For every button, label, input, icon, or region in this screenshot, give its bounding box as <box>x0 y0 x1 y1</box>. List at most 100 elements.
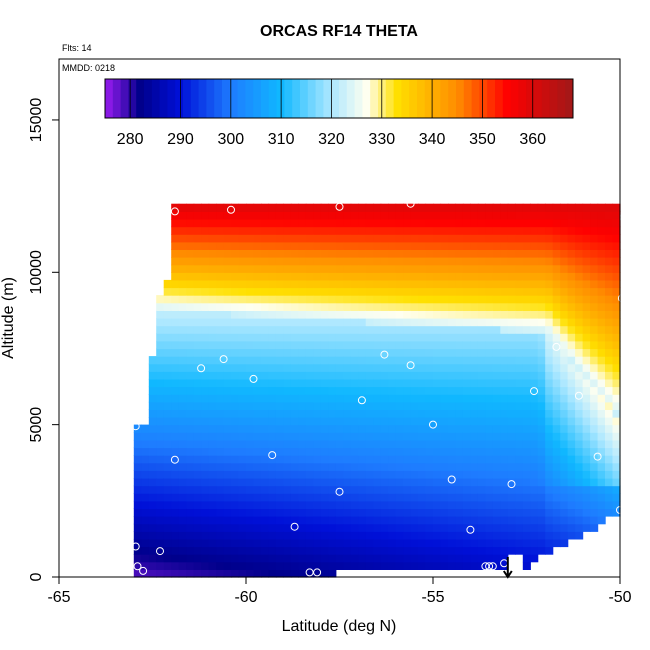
heatmap-cell <box>253 523 262 532</box>
heatmap-cell <box>298 523 307 532</box>
heatmap-cell <box>448 401 457 410</box>
colorbar-segment <box>565 79 574 118</box>
heatmap-cell <box>373 333 382 342</box>
heatmap-cell <box>403 340 412 350</box>
heatmap-cell <box>186 318 195 327</box>
heatmap-cell <box>455 386 464 395</box>
heatmap-cell <box>380 394 389 403</box>
heatmap-cell <box>530 363 539 372</box>
heatmap-cell <box>418 241 427 250</box>
heatmap-cell <box>612 401 621 410</box>
heatmap-cell <box>335 516 344 525</box>
heatmap-cell <box>522 249 531 258</box>
heatmap-cell <box>156 546 165 555</box>
heatmap-cell <box>515 500 524 509</box>
heatmap-cell <box>261 554 270 563</box>
heatmap-cell <box>305 409 314 418</box>
heatmap-cell <box>605 340 614 350</box>
heatmap-cell <box>358 302 367 311</box>
heatmap-cell <box>433 417 442 426</box>
heatmap-cell <box>462 211 471 220</box>
heatmap-cell <box>148 363 157 372</box>
heatmap-cell <box>403 302 412 311</box>
heatmap-cell <box>305 348 314 357</box>
heatmap-cell <box>186 333 195 342</box>
heatmap-cell <box>350 516 359 525</box>
heatmap-cell <box>320 386 329 395</box>
heatmap-cell <box>133 561 142 570</box>
heatmap-cell <box>350 295 359 304</box>
heatmap-cell <box>448 531 457 540</box>
heatmap-cell <box>261 569 270 578</box>
heatmap-cell <box>343 546 352 555</box>
heatmap-cell <box>275 500 284 509</box>
heatmap-cell <box>552 234 561 243</box>
sample-point <box>133 562 142 571</box>
heatmap-cell <box>455 279 464 289</box>
heatmap-cell <box>590 318 599 327</box>
heatmap-cell <box>343 401 352 410</box>
heatmap-cell <box>380 203 389 212</box>
colorbar-segment <box>206 79 215 118</box>
heatmap-cell <box>545 432 554 441</box>
heatmap-cell <box>163 462 172 471</box>
heatmap-cell <box>590 378 599 388</box>
heatmap-cell <box>290 394 299 403</box>
heatmap-cell <box>388 310 397 319</box>
heatmap-cell <box>201 340 210 350</box>
heatmap-cell <box>350 447 359 456</box>
heatmap-cell <box>522 523 531 532</box>
heatmap-cell <box>537 272 546 281</box>
heatmap-cell <box>403 401 412 410</box>
heatmap-cell <box>597 249 606 258</box>
heatmap-cell <box>582 386 591 395</box>
heatmap-cell <box>410 219 419 228</box>
heatmap-cell <box>208 561 217 570</box>
heatmap-cell <box>470 523 479 532</box>
heatmap-cell <box>231 508 240 517</box>
heatmap-cell <box>522 417 531 426</box>
heatmap-cell <box>261 439 270 449</box>
heatmap-cell <box>545 234 554 243</box>
heatmap-cell <box>313 455 322 464</box>
heatmap-cell <box>305 432 314 441</box>
heatmap-cell <box>305 478 314 487</box>
heatmap-cell <box>246 272 255 281</box>
heatmap-cell <box>418 462 427 471</box>
heatmap-cell <box>298 302 307 311</box>
heatmap-cell <box>403 409 412 418</box>
heatmap-cell <box>485 203 494 212</box>
heatmap-cell <box>597 516 606 525</box>
heatmap-cell <box>193 211 202 220</box>
heatmap-cell <box>395 470 404 479</box>
heatmap-cell <box>582 226 591 235</box>
heatmap-cell <box>171 356 180 365</box>
heatmap-cell <box>178 409 187 418</box>
heatmap-cell <box>141 516 150 525</box>
heatmap-cell <box>462 325 471 334</box>
heatmap-cell <box>156 508 165 517</box>
heatmap-cell <box>380 257 389 266</box>
heatmap-cell <box>335 279 344 289</box>
heatmap-cell <box>582 439 591 449</box>
heatmap-cell <box>403 394 412 403</box>
heatmap-cell <box>358 203 367 212</box>
heatmap-cell <box>605 287 614 296</box>
heatmap-cell <box>537 318 546 327</box>
heatmap-cell <box>380 378 389 388</box>
heatmap-cell <box>253 219 262 228</box>
heatmap-cell <box>425 249 434 258</box>
heatmap-cell <box>148 386 157 395</box>
heatmap-cell <box>492 272 501 281</box>
sample-point <box>593 452 602 461</box>
heatmap-cell <box>582 432 591 441</box>
heatmap-cell <box>365 287 374 296</box>
colorbar-segment <box>362 79 371 118</box>
heatmap-cell <box>395 455 404 464</box>
heatmap-cell <box>552 211 561 220</box>
heatmap-cell <box>283 394 292 403</box>
heatmap-cell <box>425 241 434 250</box>
heatmap-cell <box>425 348 434 357</box>
heatmap-cell <box>335 401 344 410</box>
heatmap-cell <box>433 508 442 517</box>
